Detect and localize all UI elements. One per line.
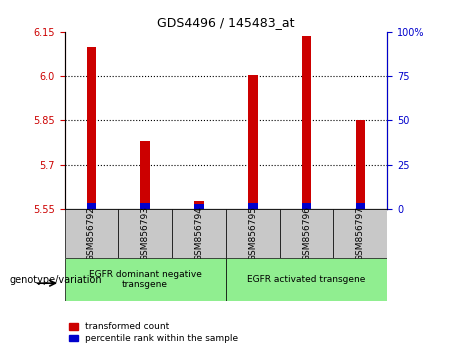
Bar [333,209,387,258]
Text: GSM856793: GSM856793 [141,206,150,261]
Bar [194,204,204,209]
Bar [248,75,258,209]
Text: EGFR dominant negative
transgene: EGFR dominant negative transgene [89,270,201,289]
Bar [87,47,96,209]
Bar [194,201,204,209]
Text: GSM856796: GSM856796 [302,206,311,261]
Text: EGFR activated transgene: EGFR activated transgene [248,275,366,284]
Bar [280,209,333,258]
Bar [355,203,365,209]
Bar [172,209,226,258]
Bar [65,209,118,258]
Text: GSM856797: GSM856797 [356,206,365,261]
Text: GSM856792: GSM856792 [87,206,96,261]
Bar [140,141,150,209]
Legend: transformed count, percentile rank within the sample: transformed count, percentile rank withi… [69,322,238,343]
Bar [355,120,365,209]
Bar [118,209,172,258]
Text: GSM856794: GSM856794 [195,206,203,261]
Bar [226,209,280,258]
Bar [65,258,226,301]
Text: genotype/variation: genotype/variation [9,275,102,285]
Text: GSM856795: GSM856795 [248,206,257,261]
Bar [226,258,387,301]
Bar [87,202,96,209]
Bar [140,203,150,209]
Title: GDS4496 / 145483_at: GDS4496 / 145483_at [157,16,295,29]
Bar [301,36,311,209]
Bar [301,203,311,209]
Bar [248,203,258,209]
